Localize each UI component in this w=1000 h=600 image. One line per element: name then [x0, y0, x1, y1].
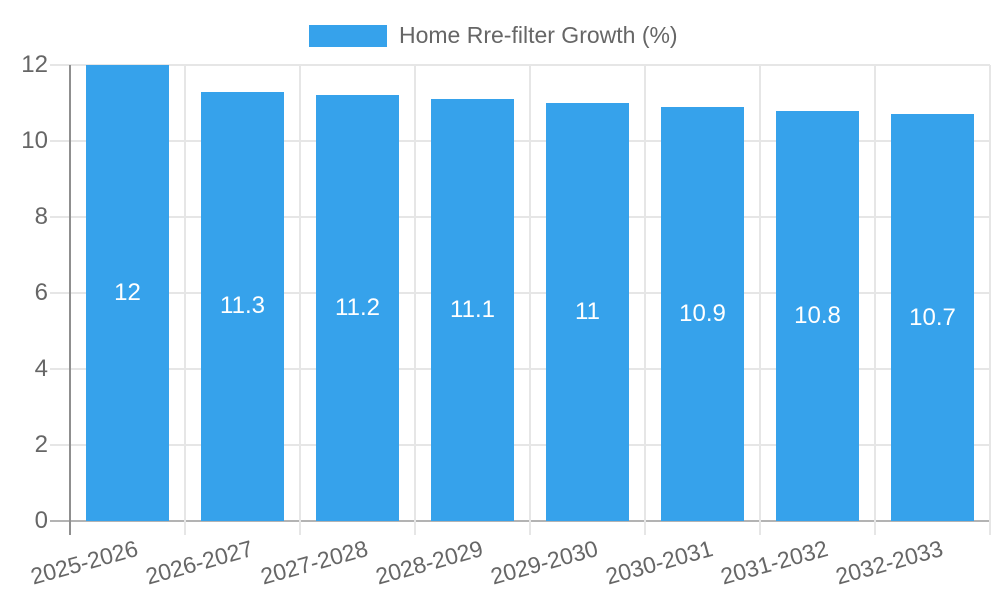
- chart-legend: Home Rre-filter Growth (%): [309, 22, 678, 49]
- legend-color-swatch: [309, 24, 387, 47]
- bar-2028-2029: 11.1: [431, 99, 514, 521]
- bar-value-label: 12: [114, 279, 141, 306]
- y-axis-tick-label: 2: [34, 431, 48, 458]
- x-gridline: [299, 65, 301, 535]
- bar-value-label: 11.2: [335, 294, 380, 322]
- x-gridline: [184, 65, 186, 535]
- y-axis-tick-label: 6: [34, 279, 48, 306]
- bar-value-label: 10.7: [909, 303, 956, 331]
- bar-2029-2030: 11: [546, 103, 629, 521]
- x-gridline: [414, 65, 416, 535]
- bar-value-label: 11: [575, 298, 600, 325]
- bar-2025-2026: 12: [86, 65, 169, 521]
- x-gridline: [989, 65, 991, 535]
- y-gridline: [50, 444, 990, 446]
- legend-label: Home Rre-filter Growth (%): [399, 22, 678, 48]
- x-gridline: [529, 65, 531, 535]
- bar-2030-2031: 10.9: [661, 106, 744, 521]
- y-axis-tick-label: 4: [34, 355, 48, 382]
- y-gridline: [50, 368, 990, 370]
- y-gridline: [50, 64, 990, 66]
- bar-2027-2028: 11.2: [316, 95, 399, 521]
- bar-value-label: 10.9: [679, 299, 726, 327]
- x-gridline: [874, 65, 876, 535]
- y-gridline: [50, 520, 990, 522]
- y-gridline: [50, 292, 990, 294]
- bar-value-label: 11.1: [450, 296, 495, 324]
- y-axis-tick-label: 12: [21, 51, 48, 78]
- y-axis-tick-label: 10: [21, 127, 48, 154]
- bar-2031-2032: 10.8: [776, 110, 859, 521]
- y-axis-tick-label: 8: [34, 203, 48, 230]
- bar-value-label: 11.3: [220, 292, 265, 320]
- y-axis-line: [69, 65, 71, 535]
- bar-value-label: 10.8: [794, 301, 841, 329]
- y-axis-tick-label: 0: [34, 507, 48, 534]
- bar-2032-2033: 10.7: [891, 114, 974, 521]
- x-gridline: [644, 65, 646, 535]
- x-gridline: [759, 65, 761, 535]
- bar-2026-2027: 11.3: [201, 91, 284, 521]
- y-gridline: [50, 216, 990, 218]
- y-gridline: [50, 140, 990, 142]
